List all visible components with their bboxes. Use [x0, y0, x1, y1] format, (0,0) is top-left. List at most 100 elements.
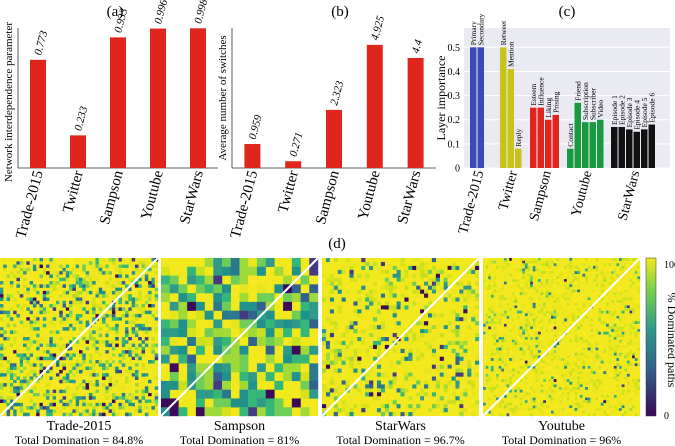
heatmap-cell — [551, 260, 554, 264]
heatmap-cell — [626, 292, 630, 296]
heatmap-cell — [79, 343, 83, 348]
heatmap-cell — [561, 279, 565, 282]
heatmap-cell — [23, 386, 27, 390]
heatmap-cell — [566, 394, 570, 398]
heatmap-cell — [459, 329, 464, 334]
heatmap-cell — [85, 281, 90, 285]
heatmap-cell — [485, 315, 489, 319]
heatmap-cell — [522, 410, 526, 414]
heatmap-cell — [105, 396, 109, 400]
heatmap-cell — [416, 388, 421, 393]
heatmap-cell — [148, 353, 152, 357]
heatmap-cell — [485, 365, 489, 369]
heatmap-cell — [13, 327, 17, 331]
heatmap-cell — [62, 402, 67, 407]
heatmap-cell — [380, 337, 385, 342]
heatmap-cell — [13, 389, 17, 394]
heatmap-cell — [598, 355, 601, 359]
heatmap-cell — [603, 279, 607, 282]
heatmap-cell — [522, 271, 526, 274]
heatmap-cell — [0, 353, 4, 357]
heatmap-cell — [527, 410, 531, 414]
heatmap-cell — [621, 410, 625, 414]
heatmap-cell — [128, 277, 132, 282]
heatmap-cell — [108, 271, 113, 275]
heatmap-cell — [420, 340, 425, 346]
heatmap-cell — [404, 412, 409, 417]
heatmap-cell — [349, 380, 354, 385]
heatmap-cell — [118, 369, 122, 374]
heatmap-cell — [79, 330, 83, 334]
heatmap-cell — [333, 325, 338, 330]
heatmap-cell — [134, 350, 139, 354]
heatmap-cell — [369, 301, 374, 306]
heatmap-cell — [569, 318, 573, 322]
heatmap-cell — [501, 360, 505, 364]
heatmap-cell — [19, 412, 24, 417]
heatmap-cell — [475, 305, 480, 310]
heatmap-cell — [248, 284, 258, 294]
heatmap-cell — [463, 305, 468, 310]
heatmap-cell — [52, 409, 57, 413]
heatmap-cell — [537, 334, 541, 338]
heatmap-cell — [345, 344, 350, 350]
heatmap-cell — [571, 413, 575, 417]
heatmap-cell — [42, 307, 47, 311]
heatmap-cell — [230, 354, 240, 364]
heatmap-cell — [309, 363, 319, 373]
heatmap-cell — [558, 387, 562, 390]
heatmap-cell — [501, 355, 505, 359]
heatmap-cell — [19, 320, 24, 325]
heatmap-cell — [39, 356, 43, 361]
heatmap-cell — [498, 313, 502, 317]
heatmap-cell — [16, 313, 20, 318]
heatmap-cell — [431, 356, 437, 361]
heatmap-cell — [265, 328, 275, 338]
heatmap-cell — [309, 293, 319, 303]
heatmap-cell — [404, 392, 409, 397]
heatmap-cell — [519, 397, 523, 401]
heatmap-cell — [16, 402, 20, 407]
heatmap-cell — [26, 277, 30, 282]
heatmap-cell — [105, 350, 109, 354]
heatmap-cell — [29, 402, 34, 407]
heatmap-cell — [349, 356, 354, 361]
heatmap-cell — [98, 258, 103, 262]
heatmap-cell — [121, 363, 126, 367]
heatmap-cell — [19, 402, 24, 407]
heatmap-cell — [345, 384, 350, 389]
panel-b-ylabel: Average number of switches — [217, 35, 229, 160]
heatmap-cell — [527, 286, 531, 290]
heatmap-cell — [408, 376, 413, 381]
heatmap-cell — [118, 281, 122, 285]
heatmap-cell — [9, 281, 14, 285]
heatmap-cell — [439, 356, 444, 361]
heatmap-cell — [496, 339, 499, 343]
heatmap-cell — [46, 297, 50, 301]
heatmap-cell — [404, 356, 409, 361]
heatmap-cell — [55, 274, 60, 278]
heatmap-cell — [629, 313, 633, 317]
heatmap-cell — [416, 356, 421, 361]
panel-a-ylabel: Network interdependence parameter — [3, 22, 15, 182]
heatmap-cell — [322, 368, 327, 373]
heatmap-cell — [435, 309, 440, 314]
heatmap-cell — [582, 347, 586, 351]
heatmap-cell — [412, 265, 417, 271]
heatmap-cell — [574, 402, 578, 406]
heatmap-cell — [239, 310, 249, 320]
heatmap-cell — [0, 356, 4, 361]
heatmap-cell — [431, 337, 437, 342]
heatmap-cell — [530, 337, 533, 340]
heatmap-cell — [118, 406, 122, 410]
heatmap-cell — [540, 371, 544, 375]
heatmap-cell — [141, 379, 146, 384]
heatmap-cell — [144, 300, 149, 305]
heatmap-cell — [530, 350, 533, 353]
heatmap-cell — [65, 317, 70, 321]
heatmap-cell — [128, 379, 132, 384]
heatmap-cell — [613, 292, 617, 296]
heatmap-cell — [543, 373, 546, 377]
heatmap-cell — [349, 321, 354, 326]
heatmap-cell — [632, 265, 635, 269]
